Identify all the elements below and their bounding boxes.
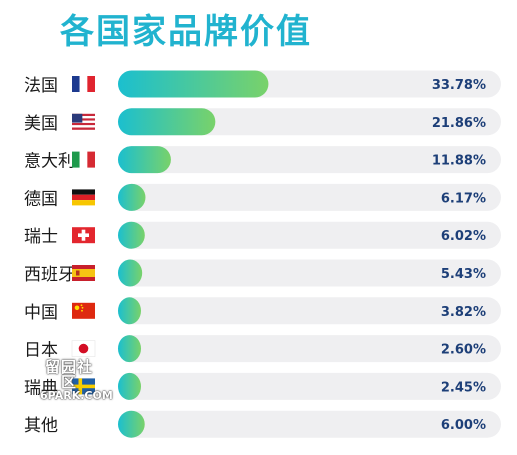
- bar-track: [118, 335, 501, 363]
- value-label: 11.88%: [432, 154, 486, 169]
- bar: [118, 372, 141, 400]
- value-label: 33.78%: [432, 78, 486, 93]
- category-label: 法国: [24, 76, 58, 96]
- value-label: 21.86%: [432, 116, 486, 131]
- value-label: 6.02%: [441, 229, 486, 244]
- spain-flag-icon: [72, 265, 95, 281]
- category-label: 德国: [24, 189, 58, 209]
- bar: [118, 183, 146, 211]
- value-label: 2.60%: [441, 343, 486, 358]
- value-label: 6.17%: [441, 191, 486, 206]
- watermark: 留园社区 6PARK.COM: [40, 358, 113, 402]
- value-label: 2.45%: [441, 380, 486, 395]
- bar: [118, 297, 141, 325]
- category-label: 中国: [24, 303, 58, 323]
- watermark-url: 6PARK.COM: [40, 389, 113, 402]
- category-label: 西班牙: [24, 265, 75, 285]
- italy-flag-icon: [72, 151, 95, 168]
- value-label: 5.43%: [441, 267, 486, 282]
- value-label: 6.00%: [441, 418, 486, 433]
- bar-track: [118, 221, 501, 249]
- value-label: 3.82%: [441, 305, 486, 320]
- bar-track: [118, 410, 501, 438]
- sweden-flag-icon: [72, 378, 95, 395]
- category-label: 瑞典: [24, 378, 58, 398]
- bar-track: [118, 297, 501, 325]
- bar-track: [118, 146, 501, 174]
- switzerland-flag-icon: [72, 227, 95, 244]
- germany-flag-icon: [72, 189, 95, 206]
- bar: [118, 108, 216, 136]
- watermark-text: 留园社区: [44, 358, 93, 391]
- bar-track: [118, 183, 501, 211]
- category-label: 瑞士: [24, 227, 58, 247]
- category-label: 日本: [24, 341, 58, 361]
- bar: [118, 410, 145, 438]
- bar-track: [118, 259, 501, 287]
- category-label: 其他: [24, 416, 58, 436]
- china-flag-icon: [72, 302, 95, 319]
- category-label: 意大利: [24, 152, 75, 172]
- bar-track: [118, 372, 501, 400]
- bar: [118, 70, 269, 98]
- chart-title: 各国家品牌价值: [60, 12, 312, 52]
- category-label: 美国: [24, 114, 58, 134]
- japan-flag-icon: [71, 340, 96, 357]
- bar: [118, 335, 141, 363]
- france-flag-icon: [72, 76, 95, 92]
- bar: [118, 221, 145, 249]
- bar-track: [118, 108, 501, 136]
- bar: [118, 146, 171, 174]
- bar: [118, 259, 143, 287]
- usa-flag-icon: [72, 113, 95, 130]
